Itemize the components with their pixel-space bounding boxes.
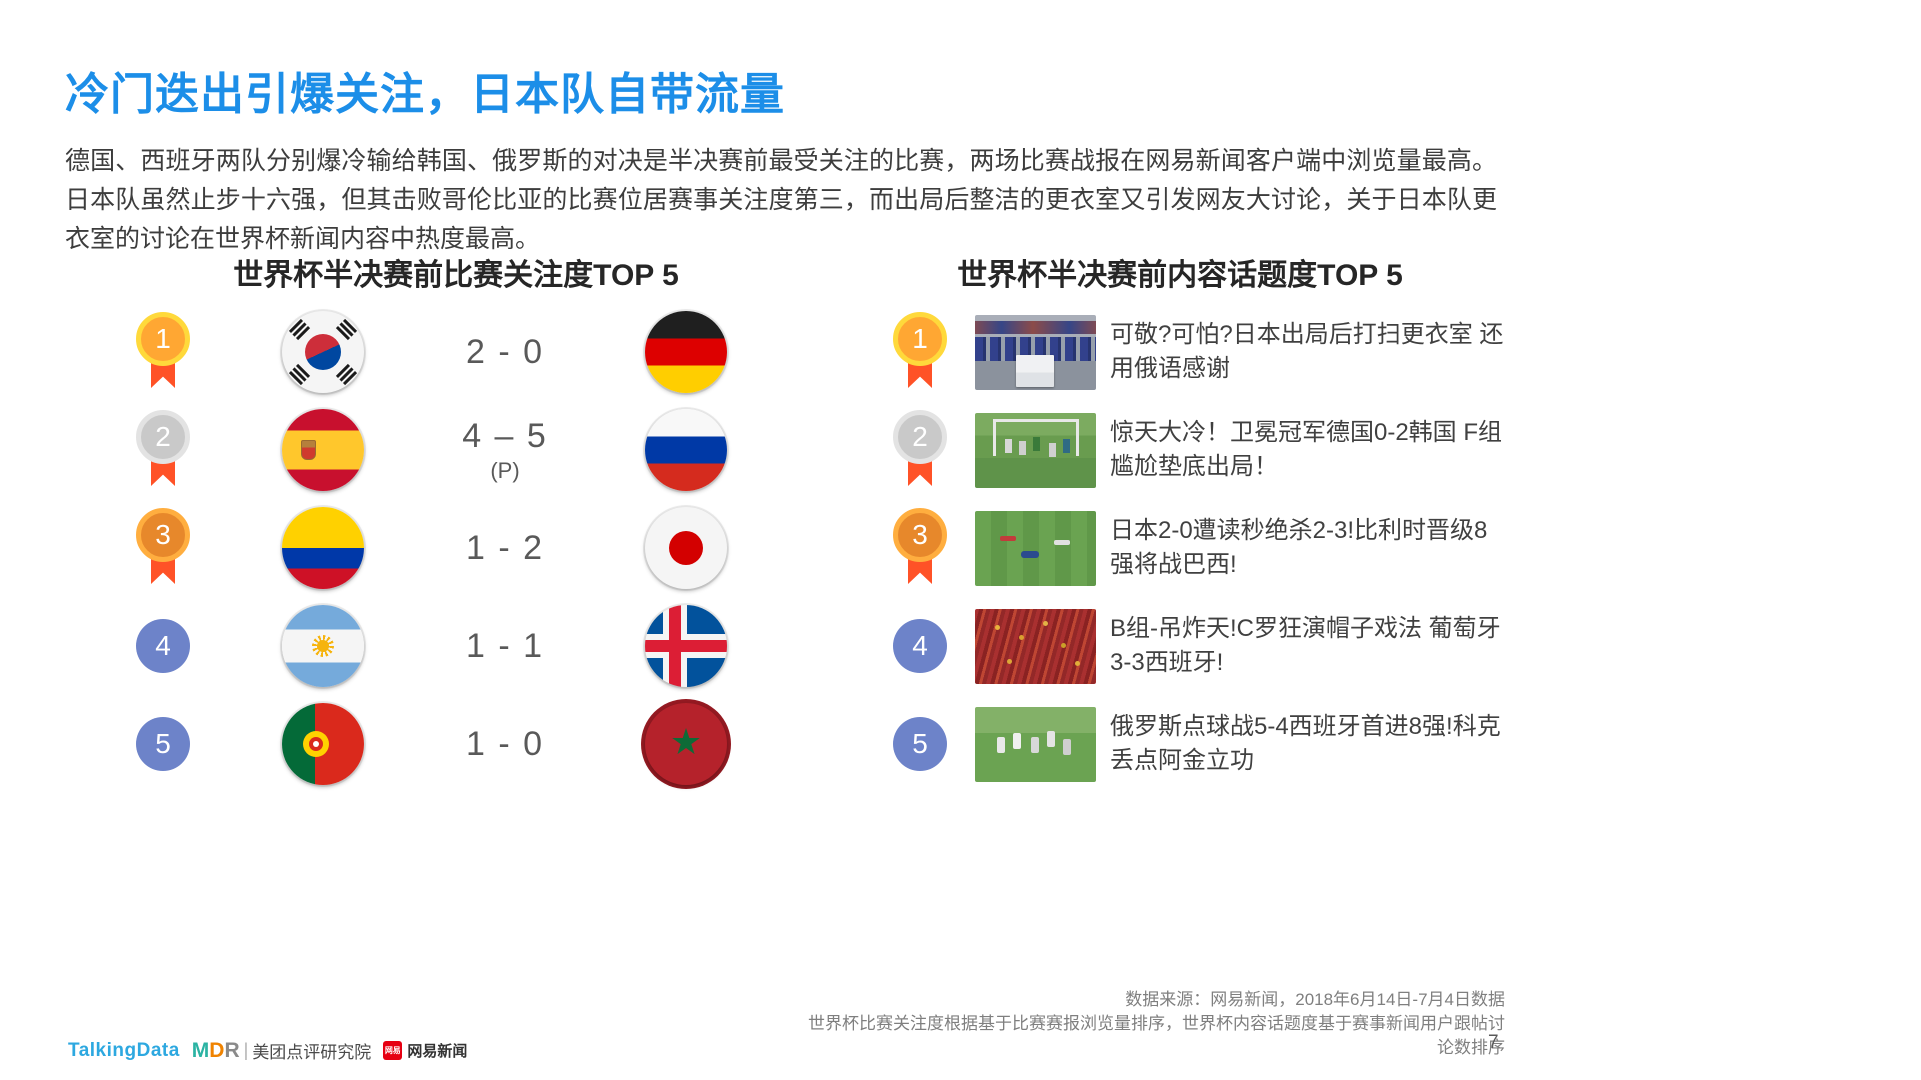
russia-spain-celebration-photo bbox=[975, 706, 1096, 782]
rank-circle: 4 bbox=[893, 619, 947, 673]
news-headline: B组-吊炸天!C罗狂演帽子戏法 葡萄牙3-3西班牙! bbox=[1110, 615, 1501, 676]
news-row-4: 4 B组-吊炸天!C罗狂演帽子戏法 葡萄牙3-3西班牙! bbox=[877, 597, 1537, 695]
news-headline: 可敬?可怕?日本出局后打扫更衣室 还用俄语感谢 bbox=[1110, 321, 1504, 382]
silver-medal-icon: 2 bbox=[892, 410, 948, 490]
germany-korea-goal-photo bbox=[975, 412, 1096, 488]
bronze-medal-icon: 3 bbox=[135, 508, 191, 588]
flag-germany-icon bbox=[645, 311, 727, 393]
talkingdata-logo: TalkingData bbox=[68, 1039, 180, 1061]
match-row-2: 2 4 – 5 (P) bbox=[120, 401, 760, 499]
match-score: 2 - 0 bbox=[465, 332, 545, 371]
footer-logos: TalkingData MDR | 美团点评研究院 网易 网易新闻 bbox=[68, 1038, 467, 1063]
news-headline: 日本2-0遭读秒绝杀2-3!比利时晋级8强将战巴西! bbox=[1110, 517, 1488, 578]
news-headline: 惊天大冷！卫冕冠军德国0-2韩国 F组尴尬垫底出局！ bbox=[1110, 419, 1503, 480]
flag-colombia-icon bbox=[282, 507, 364, 589]
match-score: 1 - 1 bbox=[465, 626, 545, 665]
fans-red-crowd-photo bbox=[975, 608, 1096, 684]
flag-iceland-icon bbox=[645, 605, 727, 687]
gold-medal-icon: 1 bbox=[892, 312, 948, 392]
silver-medal-icon: 2 bbox=[135, 410, 191, 490]
taegeuk-symbol bbox=[305, 334, 341, 370]
match-score-note: (P) bbox=[490, 457, 520, 483]
flag-japan-icon bbox=[645, 507, 727, 589]
netease-badge-icon: 网易 bbox=[383, 1041, 403, 1060]
netease-label: 网易新闻 bbox=[407, 1043, 468, 1060]
rank-number: 2 bbox=[136, 410, 190, 464]
gold-medal-icon: 1 bbox=[135, 312, 191, 392]
rank-number: 1 bbox=[136, 312, 190, 366]
news-row-2: 2 惊天大冷！卫冕冠军德国0-2韩国 F组尴尬垫底出局！ bbox=[877, 401, 1537, 499]
match-score: 1 - 2 bbox=[465, 528, 545, 567]
flag-argentina-icon bbox=[282, 605, 364, 687]
mdr-letters: MDR bbox=[191, 1038, 240, 1062]
netease-news-logo: 网易 网易新闻 bbox=[383, 1040, 467, 1061]
data-source-note: 数据来源：网易新闻，2018年6月14日-7月4日数据 世界杯比赛关注度根据基于… bbox=[800, 988, 1505, 1060]
match-score: 4 – 5 bbox=[462, 416, 548, 455]
match-row-5: 5 1 - 0 bbox=[120, 695, 760, 793]
match-row-1: 1 2 - 0 bbox=[120, 303, 760, 401]
data-source-line2: 世界杯比赛关注度根据基于比赛赛报浏览量排序，世界杯内容话题度基于赛事新闻用户跟帖… bbox=[808, 1014, 1505, 1057]
rank-circle: 4 bbox=[136, 619, 190, 673]
flag-spain-icon bbox=[282, 409, 364, 491]
sun-of-may-symbol bbox=[312, 635, 334, 657]
match-row-4: 4 1 - 1 bbox=[120, 597, 760, 695]
japan-belgium-pitch-photo bbox=[975, 510, 1096, 586]
news-row-5: 5 俄罗斯点球战5-4西班牙首进8强!科克丢点阿金立功 bbox=[877, 695, 1537, 793]
flag-south-korea-icon bbox=[282, 311, 364, 393]
right-section-title: 世界杯半决赛前内容话题度TOP 5 bbox=[957, 259, 1403, 292]
rank-circle: 5 bbox=[136, 717, 190, 771]
match-row-3: 3 1 - 2 bbox=[120, 499, 760, 597]
rank-circle: 5 bbox=[893, 717, 947, 771]
flag-morocco-icon bbox=[645, 703, 727, 785]
rank-number: 2 bbox=[893, 410, 947, 464]
news-row-3: 3 日本2-0遭读秒绝杀2-3!比利时晋级8强将战巴西! bbox=[877, 499, 1537, 597]
japan-locker-room-photo bbox=[975, 314, 1096, 390]
news-headline: 俄罗斯点球战5-4西班牙首进8强!科克丢点阿金立功 bbox=[1110, 713, 1501, 774]
flag-portugal-icon bbox=[282, 703, 364, 785]
flag-russia-icon bbox=[645, 409, 727, 491]
data-source-line1: 数据来源：网易新闻，2018年6月14日-7月4日数据 bbox=[1125, 990, 1505, 1009]
logo-divider: | bbox=[243, 1040, 249, 1060]
portugal-crest bbox=[303, 731, 329, 757]
intro-paragraph: 德国、西班牙两队分别爆冷输给韩国、俄罗斯的对决是半决赛前最受关注的比赛，两场比赛… bbox=[65, 147, 1497, 253]
rank-number: 3 bbox=[136, 508, 190, 562]
bronze-medal-icon: 3 bbox=[892, 508, 948, 588]
meituan-dianping-logo: MDR | 美团点评研究院 bbox=[192, 1038, 372, 1063]
match-score: 1 - 0 bbox=[465, 724, 545, 763]
page-title: 冷门迭出引爆关注，日本队自带流量 bbox=[65, 70, 785, 119]
spain-crest bbox=[301, 440, 316, 460]
rank-number: 1 bbox=[893, 312, 947, 366]
page-number: 7 bbox=[1488, 1032, 1499, 1053]
left-section-title: 世界杯半决赛前比赛关注度TOP 5 bbox=[233, 259, 679, 292]
news-row-1: 1 可敬?可怕?日本出局后打扫更衣室 还用俄语感谢 bbox=[877, 303, 1537, 401]
rank-number: 3 bbox=[893, 508, 947, 562]
mdr-label: 美团点评研究院 bbox=[252, 1043, 372, 1062]
